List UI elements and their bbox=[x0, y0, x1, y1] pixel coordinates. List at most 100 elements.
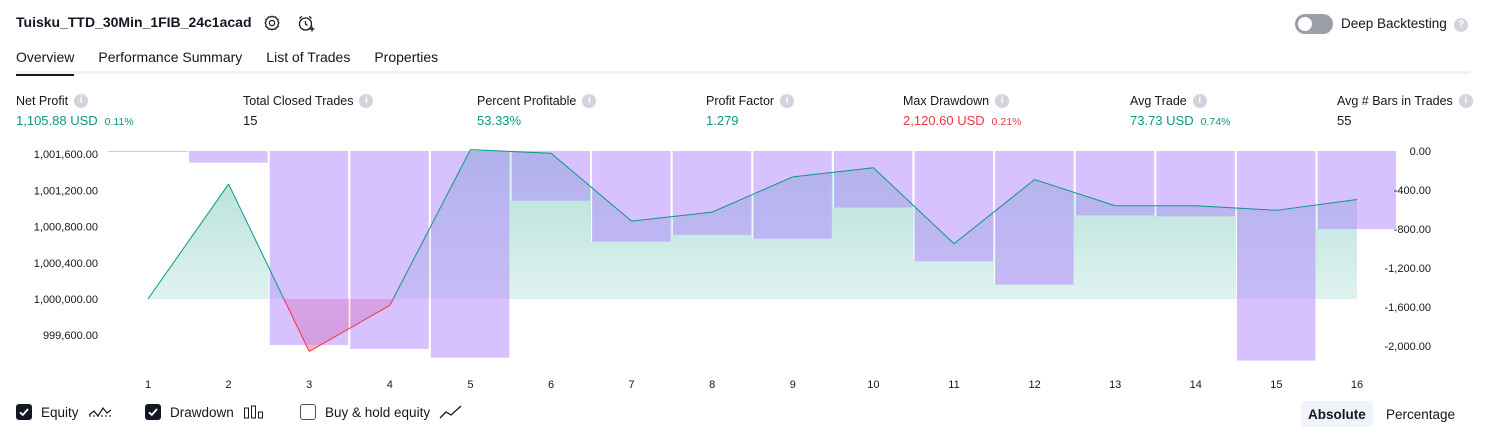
legend-drawdown[interactable]: Drawdown bbox=[145, 404, 265, 420]
info-icon[interactable]: i bbox=[995, 94, 1010, 108]
metric-label: Profit Factor bbox=[706, 94, 775, 108]
right-tick-label: -800.00 bbox=[1394, 224, 1431, 236]
metric-max-drawdown: Max Drawdown i 2,120.60 USD 0.21% bbox=[903, 94, 1021, 128]
drawdown-bar[interactable] bbox=[1317, 151, 1396, 229]
drawdown-bar[interactable] bbox=[349, 151, 429, 349]
equity-line-icon bbox=[88, 406, 111, 418]
x-tick-label: 13 bbox=[1109, 379, 1121, 391]
equity-line-segment bbox=[1276, 198, 1358, 211]
drawdown-bars bbox=[108, 151, 1396, 361]
equity-line-segment bbox=[1034, 179, 1116, 207]
x-tick-label: 4 bbox=[387, 379, 393, 391]
right-tick-label: -1,600.00 bbox=[1385, 302, 1431, 314]
x-tick-label: 10 bbox=[867, 379, 879, 391]
drawdown-bar[interactable] bbox=[430, 151, 510, 358]
metric-label: Avg # Bars in Trades bbox=[1337, 94, 1453, 108]
deep-backtesting-label: Deep Backtesting bbox=[1341, 16, 1447, 31]
drawdown-checkbox[interactable] bbox=[145, 404, 161, 420]
left-axis: 1,001,600.00 1,001,200.00 1,000,800.00 1,00… bbox=[34, 149, 98, 342]
left-tick-label: 1,000,000.00 bbox=[34, 294, 98, 306]
metric-percent: 0.74% bbox=[1200, 116, 1231, 128]
equity-line-segment bbox=[953, 179, 1035, 245]
equity-line-segment bbox=[792, 167, 874, 178]
deep-backtesting-help-icon[interactable]: ? bbox=[1454, 18, 1468, 32]
equity-line-segment bbox=[470, 149, 552, 154]
tab-overview[interactable]: Overview bbox=[16, 49, 75, 76]
right-tick-label: -2,000.00 bbox=[1385, 341, 1431, 353]
add-alert-clock-icon bbox=[298, 15, 314, 31]
metric-value: 2,120.60 USD bbox=[903, 113, 985, 128]
tab-list-of-trades[interactable]: List of Trades bbox=[266, 49, 351, 65]
equity-checkbox[interactable] bbox=[16, 404, 32, 420]
percentage-button[interactable]: Percentage bbox=[1386, 406, 1456, 422]
x-axis: 1 2 3 4 5 6 7 8 9 10 11 12 13 14 15 16 bbox=[145, 379, 1363, 391]
drawdown-bar[interactable] bbox=[833, 151, 913, 208]
strategy-title: Tuisku_TTD_30Min_1FIB_24c1acad bbox=[16, 14, 252, 30]
drawdown-bar[interactable] bbox=[188, 151, 268, 163]
metric-percent: 0.11% bbox=[104, 116, 134, 128]
equity-line-segment bbox=[711, 176, 794, 213]
drawdown-bar[interactable] bbox=[108, 151, 188, 152]
drawdown-bar[interactable] bbox=[752, 151, 832, 239]
equity-line-segment bbox=[228, 183, 285, 300]
deep-backtesting-toggle[interactable] bbox=[1295, 14, 1333, 34]
buy-hold-checkbox[interactable] bbox=[300, 404, 316, 420]
settings-button[interactable] bbox=[262, 13, 282, 33]
info-icon[interactable]: i bbox=[1458, 94, 1473, 108]
drawdown-bar[interactable] bbox=[914, 151, 993, 262]
drawdown-bar[interactable] bbox=[269, 151, 349, 346]
metric-avg-trade: Avg Trade i 73.73 USD 0.74% bbox=[1130, 94, 1230, 128]
info-icon[interactable]: i bbox=[1192, 94, 1207, 108]
x-tick-label: 14 bbox=[1190, 379, 1202, 391]
buy-hold-line-icon bbox=[439, 405, 462, 419]
drawdown-bar[interactable] bbox=[591, 151, 671, 242]
x-tick-label: 2 bbox=[226, 379, 232, 391]
metric-label: Net Profit bbox=[16, 94, 69, 108]
metric-profit-factor: Profit Factor i 1.279 bbox=[706, 94, 795, 128]
left-tick-label: 1,001,600.00 bbox=[34, 149, 98, 161]
metric-label: Avg Trade bbox=[1130, 94, 1187, 108]
tab-bar: Overview Performance Summary List of Tra… bbox=[16, 49, 462, 76]
legend-buy-hold-label: Buy & hold equity bbox=[325, 404, 431, 420]
x-tick-label: 5 bbox=[467, 379, 473, 391]
equity-line-segment bbox=[550, 152, 632, 222]
legend-drawdown-label: Drawdown bbox=[170, 404, 234, 420]
drawdown-bar[interactable] bbox=[1236, 151, 1316, 361]
drawdown-bar[interactable] bbox=[1075, 151, 1155, 216]
tab-performance-summary[interactable]: Performance Summary bbox=[98, 49, 243, 65]
drawdown-bar[interactable] bbox=[1155, 151, 1235, 217]
x-tick-label: 3 bbox=[306, 379, 312, 391]
drawdown-bars-icon bbox=[243, 405, 263, 419]
metric-label: Percent Profitable bbox=[477, 94, 577, 108]
tab-properties[interactable]: Properties bbox=[374, 49, 439, 65]
metric-value: 1,105.88 USD bbox=[16, 113, 98, 128]
absolute-button[interactable]: Absolute bbox=[1301, 401, 1373, 427]
info-icon[interactable]: i bbox=[582, 94, 597, 108]
equity-line-segment bbox=[631, 211, 713, 222]
right-tick-label: -400.00 bbox=[1394, 185, 1431, 197]
add-alert-button[interactable] bbox=[296, 13, 316, 33]
info-icon[interactable]: i bbox=[780, 94, 795, 108]
drawdown-bar[interactable] bbox=[672, 151, 752, 235]
left-tick-label: 1,001,200.00 bbox=[34, 185, 98, 197]
check-icon bbox=[19, 408, 29, 417]
tab-divider bbox=[16, 71, 1470, 74]
info-icon[interactable]: i bbox=[74, 94, 89, 108]
equity-line-segment bbox=[392, 149, 471, 300]
x-tick-label: 1 bbox=[145, 379, 151, 391]
right-axis: 0.00 -400.00 -800.00 -1,200.00 -1,600.00 -2,0… bbox=[1385, 146, 1431, 353]
equity-line-segment bbox=[147, 183, 230, 300]
drawdown-bar[interactable] bbox=[994, 151, 1074, 285]
x-tick-label: 15 bbox=[1270, 379, 1282, 391]
metric-label: Max Drawdown bbox=[903, 94, 990, 108]
equity-line-segment bbox=[873, 167, 955, 245]
metric-total-closed-trades: Total Closed Trades i 15 bbox=[243, 94, 374, 128]
info-icon[interactable]: i bbox=[359, 94, 374, 108]
metric-percent: 0.21% bbox=[991, 116, 1022, 128]
legend-buy-hold[interactable]: Buy & hold equity bbox=[300, 404, 463, 420]
check-icon bbox=[148, 408, 158, 417]
equity-line-segment bbox=[1195, 205, 1277, 211]
drawdown-bar[interactable] bbox=[511, 151, 590, 201]
legend-equity[interactable]: Equity bbox=[16, 404, 112, 420]
